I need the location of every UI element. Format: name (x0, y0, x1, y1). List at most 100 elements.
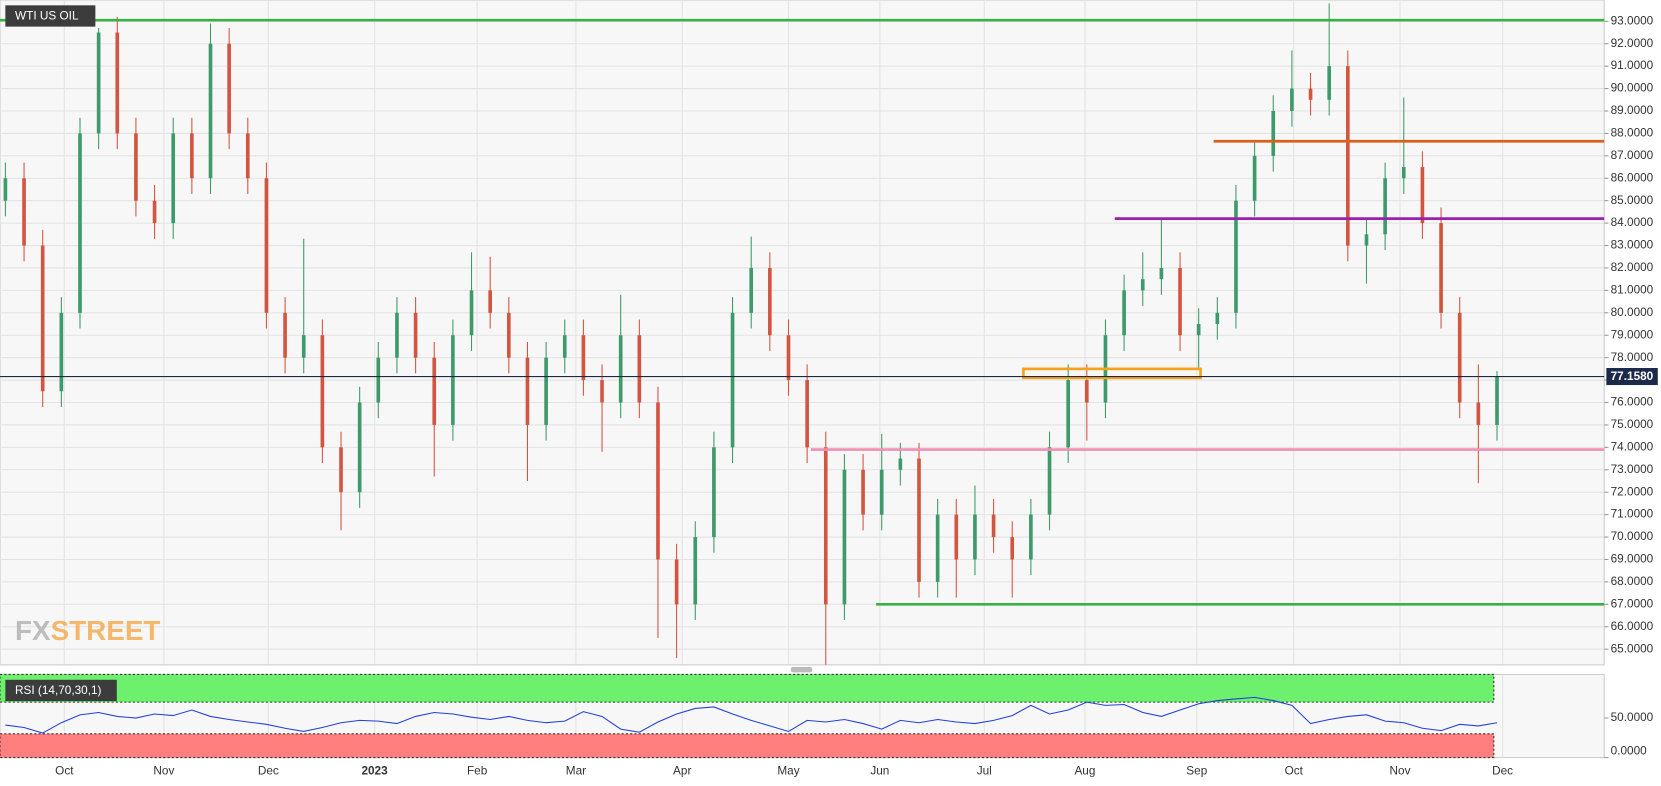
candle-body (227, 43, 231, 134)
y-tick-label: 86.0000 (1611, 171, 1654, 184)
candle-body (1196, 324, 1201, 336)
candle-body (59, 312, 64, 392)
y-tick-label: 79.0000 (1611, 328, 1654, 341)
y-tick-label: 70.0000 (1611, 530, 1654, 543)
y-tick-label: 91.0000 (1611, 59, 1654, 72)
candle-body (208, 43, 213, 179)
candle-body (1122, 290, 1126, 336)
candle-body (730, 312, 735, 448)
candle-body (40, 245, 45, 392)
candle-body (320, 335, 325, 448)
y-tick-label: 93.0000 (1611, 14, 1654, 27)
y-tick-label: 90.0000 (1611, 82, 1654, 95)
candle-body (1029, 514, 1033, 560)
candle-body (562, 335, 567, 358)
candle-body (618, 335, 623, 403)
x-tick-label: May (777, 765, 799, 778)
candle-body (1364, 234, 1369, 246)
candle-body (1439, 223, 1443, 313)
x-tick-label: 2023 (361, 765, 388, 778)
rsi-y-tick-label: 0.0000 (1611, 744, 1648, 757)
candle-body (1401, 167, 1406, 179)
candle-body (1308, 88, 1313, 100)
candle-body (432, 357, 437, 425)
candle-body (917, 458, 921, 582)
candle-body (506, 312, 511, 358)
x-tick-label: Mar (566, 765, 586, 778)
candle-body (786, 335, 791, 381)
candle-body (1010, 537, 1015, 560)
x-tick-label: Nov (1390, 765, 1411, 778)
candle-body (581, 335, 586, 381)
x-tick-label: Dec (1492, 765, 1513, 778)
candle-body (1457, 312, 1462, 403)
y-tick-label: 84.0000 (1611, 216, 1654, 229)
logo-fx: FX (15, 615, 51, 646)
x-tick-label: Oct (55, 765, 74, 778)
y-tick-label: 73.0000 (1611, 463, 1654, 476)
x-tick-label: Jul (977, 765, 992, 778)
candle-body (190, 133, 194, 179)
oversold-band (0, 733, 1495, 759)
candle-body (376, 357, 381, 403)
y-tick-label: 75.0000 (1611, 418, 1654, 431)
candle-body (78, 133, 82, 313)
candle-body (1215, 312, 1220, 325)
x-tick-label: Oct (1285, 765, 1304, 778)
y-tick-label: 66.0000 (1611, 620, 1654, 633)
candle-body (693, 537, 698, 605)
y-tick-label: 87.0000 (1611, 149, 1654, 162)
candle-body (991, 514, 996, 538)
y-tick-label: 68.0000 (1611, 575, 1654, 588)
candle-body (973, 514, 977, 560)
candle-body (245, 133, 250, 179)
candle-body (861, 469, 865, 515)
y-tick-label: 67.0000 (1611, 597, 1654, 610)
candle-body (357, 402, 362, 493)
x-tick-label: Sep (1186, 765, 1207, 778)
y-tick-label: 72.0000 (1611, 485, 1654, 498)
candle-body (898, 458, 903, 470)
candle-body (525, 357, 530, 425)
candle-body (749, 267, 754, 313)
y-tick-label: 83.0000 (1611, 239, 1654, 252)
candle-body (600, 380, 604, 403)
candle-body (488, 290, 492, 313)
candle-body (544, 357, 548, 425)
candle-body (171, 133, 176, 224)
candle-body (1178, 267, 1182, 336)
candle-body (805, 380, 809, 448)
rsi-title: RSI (14,70,30,1) (15, 684, 102, 697)
candle-body (1290, 88, 1294, 111)
resize-handle[interactable] (790, 666, 813, 673)
x-tick-label: Jun (870, 765, 889, 778)
candle-body (1383, 178, 1387, 235)
candle-body (1327, 66, 1332, 100)
y-tick-label: 78.0000 (1611, 351, 1654, 364)
y-tick-label: 82.0000 (1611, 261, 1654, 274)
last-price-label: 77.1580 (1611, 370, 1654, 383)
chart-title: WTI US OIL (15, 10, 79, 23)
y-tick-label: 89.0000 (1611, 104, 1654, 117)
y-tick-label: 80.0000 (1611, 306, 1654, 319)
candle-body (656, 402, 660, 560)
candle-body (1495, 376, 1499, 425)
price-panel (0, 0, 1605, 666)
zone-box (1022, 367, 1202, 380)
candle-body (935, 514, 940, 582)
candle-body (339, 447, 343, 493)
x-tick-label: Aug (1074, 765, 1095, 778)
candle-body (768, 267, 772, 336)
candle-body (1047, 447, 1052, 515)
y-tick-label: 85.0000 (1611, 194, 1654, 207)
candle-body (954, 514, 959, 560)
overbought-band (0, 673, 1495, 703)
candle-body (637, 335, 642, 403)
candle-body (1476, 402, 1481, 425)
y-tick-label: 71.0000 (1611, 508, 1654, 521)
candle-body (1346, 66, 1350, 246)
candle-body (395, 312, 399, 358)
candle-body (264, 178, 269, 313)
rsi-y-tick-label: 50.0000 (1611, 711, 1654, 724)
